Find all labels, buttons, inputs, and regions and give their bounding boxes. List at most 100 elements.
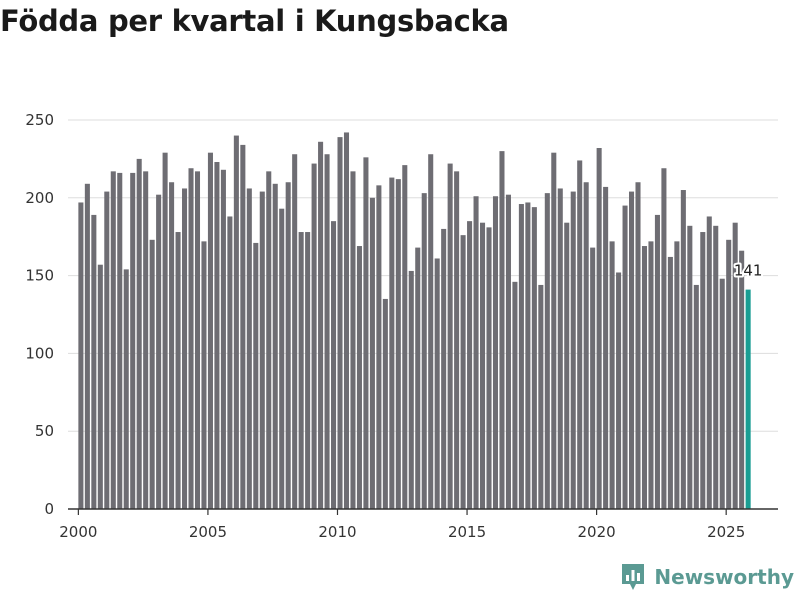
bar xyxy=(156,194,162,510)
bar xyxy=(551,152,557,509)
bar xyxy=(460,235,466,510)
bar xyxy=(525,202,531,509)
bar xyxy=(492,196,499,509)
newsworthy-logo-icon xyxy=(622,564,645,590)
bar xyxy=(363,157,369,509)
bar xyxy=(428,154,434,509)
bar xyxy=(318,141,324,509)
bar xyxy=(629,191,635,510)
bar xyxy=(635,182,641,510)
chart-title: Födda per kvartal i Kungsbacka xyxy=(0,4,509,38)
bar xyxy=(201,241,207,510)
bar xyxy=(512,281,518,509)
bar xyxy=(272,183,278,509)
bar xyxy=(473,196,479,509)
bar xyxy=(123,269,129,509)
bar xyxy=(713,225,719,510)
bar xyxy=(143,171,149,509)
bar xyxy=(214,162,220,509)
bar xyxy=(395,179,401,510)
bar xyxy=(376,185,382,510)
bar xyxy=(110,171,116,509)
bar xyxy=(331,221,337,509)
bar xyxy=(518,204,524,510)
bar xyxy=(739,250,745,510)
bar xyxy=(104,191,110,510)
bar xyxy=(408,270,414,509)
bar xyxy=(343,132,350,509)
bar xyxy=(603,186,609,509)
bar xyxy=(356,246,362,509)
bar xyxy=(182,188,188,510)
bar xyxy=(719,278,725,509)
bar xyxy=(84,183,90,509)
bar xyxy=(175,232,181,510)
bar xyxy=(706,216,712,510)
bar xyxy=(130,172,136,510)
bar xyxy=(169,182,175,510)
bar xyxy=(590,247,596,510)
bar xyxy=(505,194,511,510)
bar-highlight xyxy=(745,289,751,509)
bar xyxy=(415,247,421,510)
bar xyxy=(641,246,648,509)
bar xyxy=(220,169,226,510)
bar xyxy=(467,221,473,509)
bar xyxy=(285,182,291,510)
bar xyxy=(441,228,447,510)
bar xyxy=(369,197,375,510)
bar xyxy=(136,158,142,509)
bar xyxy=(667,256,673,509)
bar xyxy=(207,152,213,509)
x-tick-label: 2015 xyxy=(448,523,486,541)
bar xyxy=(557,188,563,510)
y-tick-label: 200 xyxy=(25,189,54,207)
bar xyxy=(246,188,252,510)
bar xyxy=(570,191,576,510)
bar xyxy=(402,165,408,509)
bar xyxy=(324,154,330,509)
bar xyxy=(654,214,660,509)
y-tick-label: 100 xyxy=(25,344,54,362)
bar xyxy=(454,171,460,509)
bar xyxy=(622,205,628,509)
bar xyxy=(78,202,84,509)
x-tick-label: 2020 xyxy=(578,523,616,541)
y-tick-label: 0 xyxy=(44,500,54,518)
x-tick-label: 2000 xyxy=(59,523,97,541)
bar xyxy=(486,227,492,509)
brand-name: Newsworthy xyxy=(654,565,794,589)
bar xyxy=(726,239,732,509)
bar xyxy=(382,298,388,509)
bar xyxy=(732,222,738,510)
bar xyxy=(480,222,486,510)
highlight-data-label: 141 xyxy=(734,262,763,280)
bar xyxy=(162,152,168,509)
bar xyxy=(188,168,194,509)
bar xyxy=(609,241,615,510)
bar xyxy=(240,144,246,509)
bar xyxy=(648,241,654,510)
bar xyxy=(674,241,680,510)
bar xyxy=(266,171,272,509)
bar xyxy=(499,151,505,509)
bar xyxy=(661,168,667,509)
bar xyxy=(350,171,356,509)
bar xyxy=(447,163,453,509)
bar xyxy=(311,163,317,509)
y-tick-label: 150 xyxy=(25,267,54,285)
brand: Newsworthy xyxy=(620,562,794,592)
bar xyxy=(700,232,706,510)
bar xyxy=(117,172,123,510)
x-tick-label: 2010 xyxy=(318,523,356,541)
bar xyxy=(544,193,550,509)
bar xyxy=(434,258,440,509)
bar xyxy=(149,239,155,509)
bar xyxy=(194,171,201,509)
bar xyxy=(693,284,699,509)
bar xyxy=(538,284,544,509)
bar xyxy=(680,190,686,509)
bar xyxy=(389,177,395,509)
bar xyxy=(564,222,570,510)
bar xyxy=(292,154,298,509)
